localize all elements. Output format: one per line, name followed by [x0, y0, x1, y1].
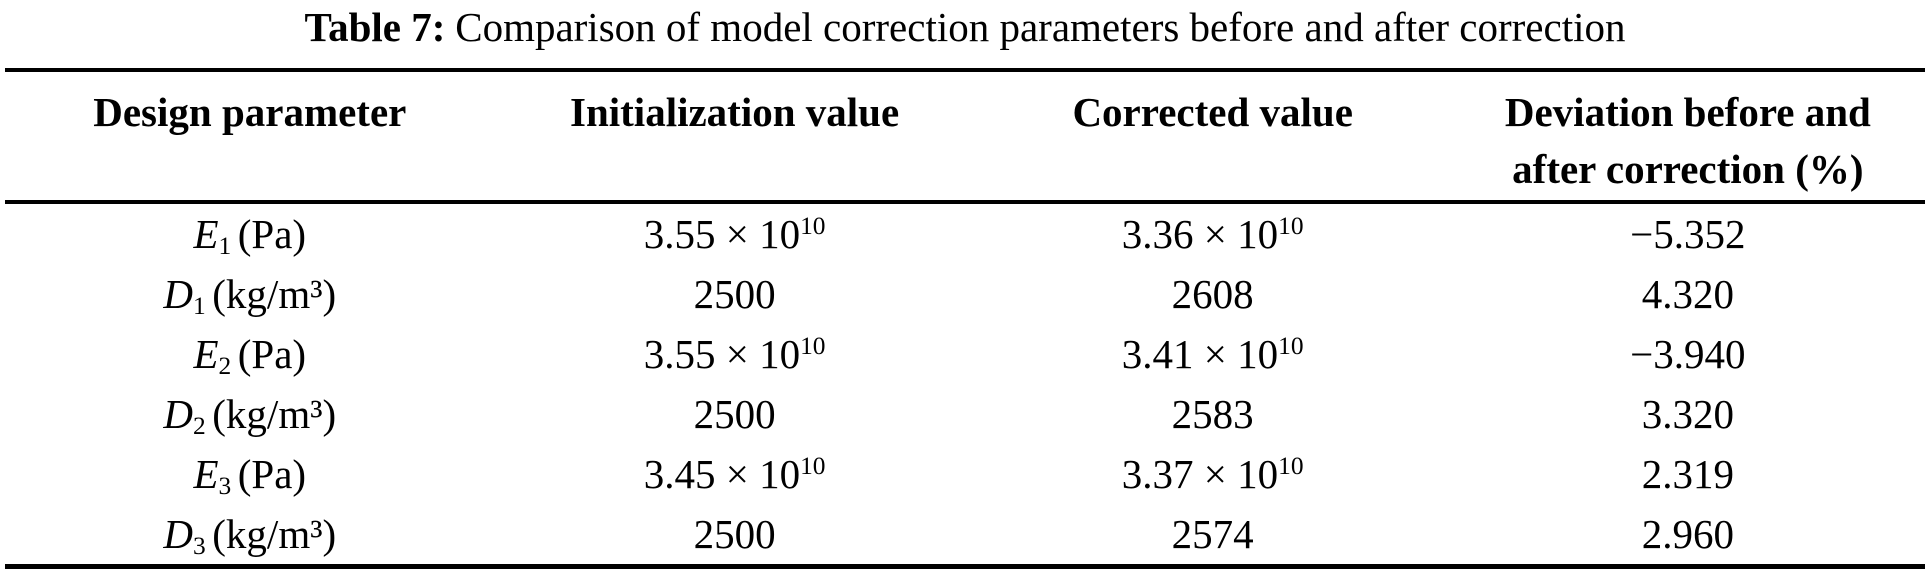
table-row: D1 (kg/m³) 2500 2608 4.320	[5, 264, 1925, 324]
param-unit: (kg/m³)	[212, 271, 337, 317]
deviation-cell: −5.352	[1630, 211, 1746, 257]
init-value-cell: 2500	[495, 504, 975, 564]
value-base: 3.55 × 10	[643, 211, 801, 257]
param-unit: (kg/m³)	[212, 391, 337, 437]
corrected-value-cell: 2574	[975, 504, 1451, 564]
value-exponent: 10	[800, 212, 826, 241]
value-base: 2500	[693, 511, 776, 557]
value-base: 3.41 × 10	[1121, 331, 1279, 377]
corrected-value-cell: 2608	[975, 264, 1451, 324]
init-value-cell: 2500	[495, 264, 975, 324]
deviation-cell: 2.319	[1641, 451, 1734, 497]
corrected-value-cell: 3.37 × 1010	[975, 444, 1451, 504]
caption-label: Table 7:	[304, 4, 446, 50]
corrected-value-cell: 3.41 × 1010	[975, 324, 1451, 384]
table-row: E2 (Pa) 3.55 × 1010 3.41 × 1010 −3.940	[5, 324, 1925, 384]
table-row: E1 (Pa) 3.55 × 1010 3.36 × 1010 −5.352	[5, 204, 1925, 264]
table-row: D3 (kg/m³) 2500 2574 2.960	[5, 504, 1925, 564]
table-caption: Table 7: Comparison of model correction p…	[0, 2, 1930, 52]
param-unit: (Pa)	[237, 451, 307, 497]
param-subscript: 1	[193, 291, 206, 320]
caption-text: Comparison of model correction parameter…	[455, 4, 1626, 50]
deviation-cell: 4.320	[1641, 271, 1734, 317]
param-subscript: 2	[218, 351, 232, 380]
deviation-cell: 2.960	[1641, 511, 1734, 557]
value-exponent: 10	[1278, 452, 1304, 481]
value-base: 3.55 × 10	[643, 331, 801, 377]
value-base: 3.45 × 10	[643, 451, 801, 497]
header-line: Corrected value	[1072, 89, 1353, 135]
deviation-cell: 3.320	[1641, 391, 1734, 437]
corrected-value-cell: 2583	[975, 384, 1451, 444]
param-symbol: E	[193, 211, 219, 257]
init-value-cell: 3.55 × 1010	[495, 204, 975, 264]
value-base: 2500	[693, 271, 776, 317]
param-subscript: 1	[218, 231, 232, 260]
value-base: 2608	[1171, 271, 1254, 317]
value-exponent: 10	[800, 332, 826, 361]
column-header-corrected-value: Corrected value	[975, 84, 1451, 200]
param-cell: E3 (Pa)	[5, 444, 495, 504]
table-body: E1 (Pa) 3.55 × 1010 3.36 × 1010 −5.352 D1…	[5, 204, 1925, 569]
param-unit: (Pa)	[237, 211, 307, 257]
value-exponent: 10	[1278, 332, 1304, 361]
value-base: 3.37 × 10	[1121, 451, 1279, 497]
deviation-cell: −3.940	[1630, 331, 1746, 377]
param-symbol: D	[163, 511, 194, 557]
init-value-cell: 3.55 × 1010	[495, 324, 975, 384]
param-subscript: 2	[193, 411, 206, 440]
param-symbol: D	[163, 271, 194, 317]
param-unit: (Pa)	[237, 331, 307, 377]
param-symbol: E	[193, 331, 219, 377]
param-unit: (kg/m³)	[212, 511, 337, 557]
param-subscript: 3	[218, 471, 232, 500]
header-line: after correction (%)	[1512, 146, 1864, 192]
value-exponent: 10	[800, 452, 826, 481]
param-cell: E2 (Pa)	[5, 324, 495, 384]
param-cell: E1 (Pa)	[5, 204, 495, 264]
header-line: Design parameter	[93, 89, 407, 135]
init-value-cell: 3.45 × 1010	[495, 444, 975, 504]
value-base: 2500	[693, 391, 776, 437]
param-cell: D3 (kg/m³)	[5, 504, 495, 564]
column-header-design-parameter: Design parameter	[5, 84, 495, 200]
param-symbol: E	[193, 451, 219, 497]
init-value-cell: 2500	[495, 384, 975, 444]
param-cell: D1 (kg/m³)	[5, 264, 495, 324]
table-row: D2 (kg/m³) 2500 2583 3.320	[5, 384, 1925, 444]
table-row: E3 (Pa) 3.45 × 1010 3.37 × 1010 2.319	[5, 444, 1925, 504]
value-exponent: 10	[1278, 212, 1304, 241]
param-cell: D2 (kg/m³)	[5, 384, 495, 444]
param-subscript: 3	[193, 531, 206, 560]
column-header-initialization-value: Initialization value	[495, 84, 975, 200]
table-header-row: Design parameter Initialization value Co…	[5, 72, 1925, 204]
value-base: 3.36 × 10	[1121, 211, 1279, 257]
column-header-deviation: Deviation before and after correction (%…	[1451, 84, 1925, 200]
value-base: 2574	[1171, 511, 1254, 557]
value-base: 2583	[1171, 391, 1254, 437]
header-line: Initialization value	[570, 89, 900, 135]
data-table: Design parameter Initialization value Co…	[5, 68, 1925, 569]
corrected-value-cell: 3.36 × 1010	[975, 204, 1451, 264]
param-symbol: D	[163, 391, 194, 437]
header-line: Deviation before and	[1504, 89, 1871, 135]
